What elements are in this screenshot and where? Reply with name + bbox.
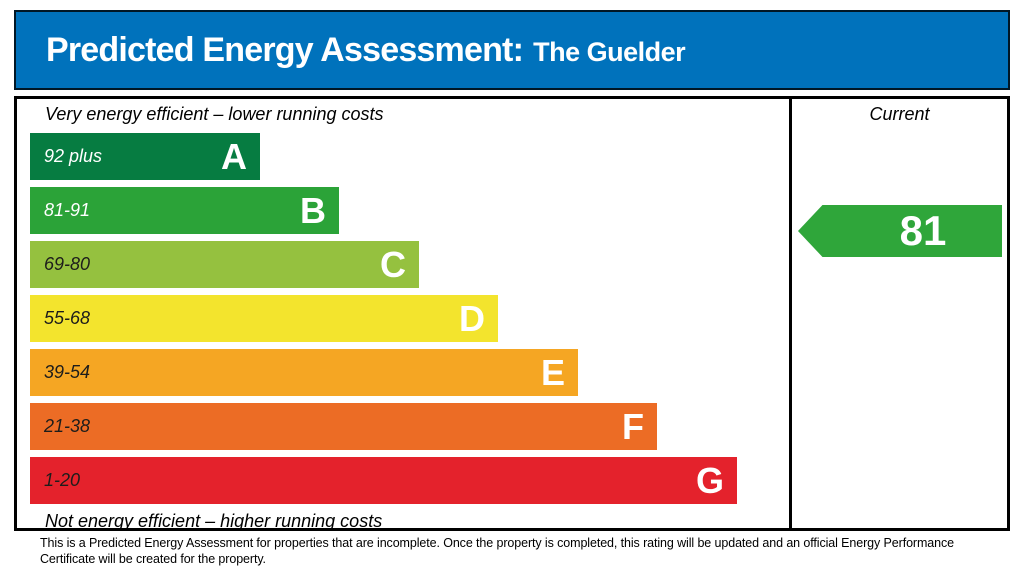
band-range-label: 1-20 <box>44 470 81 490</box>
current-column: Current 81 <box>789 99 1007 528</box>
band-letter: F <box>622 405 644 447</box>
caption-not-efficient: Not energy efficient – higher running co… <box>45 511 383 531</box>
band-row-b: 81-91 B <box>30 187 339 234</box>
band-row-e: 39-54 E <box>30 349 578 396</box>
band-range-label: 55-68 <box>44 308 91 328</box>
band-range-label: 69-80 <box>44 254 91 274</box>
band-letter: G <box>695 459 724 501</box>
current-column-header: Current <box>869 104 930 124</box>
band-row-c: 69-80 C <box>30 241 419 288</box>
band-row-d: 55-68 D <box>30 295 498 342</box>
property-name: The Guelder <box>533 36 686 67</box>
rating-chart-frame: Very energy efficient – lower running co… <box>14 96 1010 531</box>
disclaimer-text: This is a Predicted Energy Assessment fo… <box>40 536 955 566</box>
band-letter: A <box>221 135 247 177</box>
band-range-label: 21-38 <box>44 416 91 436</box>
band-row-g: 1-20 G <box>30 457 737 504</box>
band-letter: E <box>540 351 565 393</box>
header-banner: Predicted Energy Assessment: The Guelder <box>14 10 1010 90</box>
band-letter: D <box>459 297 485 339</box>
page-title: Predicted Energy Assessment: <box>46 30 524 69</box>
band-range-label: 39-54 <box>44 362 91 382</box>
current-rating-value: 81 <box>899 207 947 254</box>
band-letter: B <box>300 189 326 231</box>
band-row-a: 92 plus A <box>30 133 260 180</box>
band-letter: C <box>380 243 406 285</box>
rating-bands: 92 plus A 81-91 B 69-80 C 55-68 D 39-54 E 21-38 F 1-… <box>30 133 789 504</box>
band-row-f: 21-38 F <box>30 403 657 450</box>
band-range-label: 92 plus <box>44 146 103 166</box>
bands-panel: Very energy efficient – lower running co… <box>17 99 789 531</box>
band-range-label: 81-91 <box>44 200 91 220</box>
caption-very-efficient: Very energy efficient – lower running co… <box>45 104 384 124</box>
current-rating-arrow: 81 <box>798 205 1002 257</box>
